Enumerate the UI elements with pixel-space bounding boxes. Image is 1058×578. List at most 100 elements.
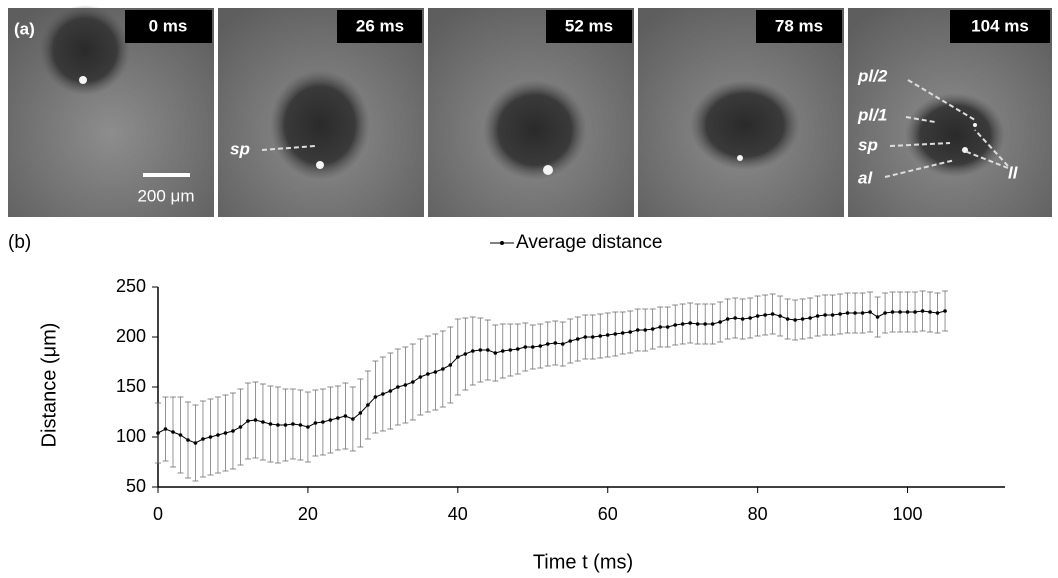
point: [523, 345, 528, 349]
point: [703, 322, 707, 326]
point: [418, 375, 423, 379]
y-axis-label: Distance (μm): [38, 323, 60, 448]
point: [373, 395, 378, 399]
legend-marker: [500, 241, 504, 245]
leader-line: [974, 129, 1009, 167]
y-tick-label: 250: [116, 276, 146, 296]
point: [845, 311, 850, 315]
x-tick-label: 80: [748, 504, 768, 524]
point: [920, 309, 925, 313]
point: [411, 380, 415, 384]
point: [193, 441, 198, 445]
point: [643, 328, 648, 332]
point: [463, 352, 468, 356]
point: [665, 325, 670, 329]
point: [268, 422, 273, 426]
point: [178, 433, 183, 437]
point: [658, 325, 663, 329]
frame-time: 104 ms: [971, 16, 1029, 35]
point: [343, 414, 348, 418]
point: [306, 425, 310, 429]
point: [613, 332, 618, 336]
point: [253, 418, 258, 422]
point: [935, 311, 940, 315]
annotation: pl/2: [857, 66, 888, 85]
point: [321, 420, 325, 424]
scale-bar-label: 200 μm: [137, 186, 194, 205]
point: [426, 372, 430, 376]
point: [500, 349, 505, 353]
annotation: al: [858, 168, 873, 187]
point: [156, 431, 160, 435]
frame-time: 26 ms: [356, 16, 404, 35]
point: [515, 347, 520, 351]
point: [171, 430, 175, 434]
point: [763, 313, 767, 317]
point: [575, 337, 580, 341]
point: [748, 316, 752, 320]
point: [943, 309, 947, 313]
x-tick-label: 20: [298, 504, 318, 524]
point: [560, 342, 565, 346]
point: [770, 312, 775, 316]
point: [890, 310, 895, 314]
frame-time: 0 ms: [149, 16, 188, 35]
point: [635, 328, 640, 332]
point: [223, 431, 228, 435]
leader-line: [907, 79, 976, 121]
point: [695, 322, 700, 326]
point: [583, 335, 588, 339]
frame-time: 52 ms: [565, 16, 613, 35]
y-tick-label: 100: [116, 426, 146, 446]
x-tick-label: 0: [153, 504, 163, 524]
point: [875, 315, 880, 319]
point: [486, 348, 490, 352]
point: [388, 389, 393, 393]
y-tick-label: 200: [116, 326, 146, 346]
point: [808, 316, 812, 320]
point: [328, 418, 333, 422]
point: [755, 314, 760, 318]
point: [381, 392, 385, 396]
point: [718, 320, 722, 324]
point: [913, 310, 917, 314]
point: [680, 322, 685, 326]
time-box: [756, 10, 842, 43]
specimen: [270, 70, 370, 180]
point: [568, 339, 573, 343]
point: [725, 317, 730, 321]
point: [313, 421, 318, 425]
specimen: [483, 80, 587, 180]
point: [246, 419, 250, 423]
time-box: [546, 10, 632, 43]
y-tick-label: 50: [126, 476, 146, 496]
time-box: [950, 10, 1050, 43]
point: [538, 344, 543, 348]
point: [298, 423, 303, 427]
point: [238, 425, 243, 429]
panel-label: (b): [8, 232, 31, 253]
leader-line: [905, 116, 936, 123]
point: [620, 331, 625, 335]
point: [800, 317, 805, 321]
point: [590, 335, 595, 339]
point: [785, 317, 790, 321]
point: [553, 341, 558, 345]
point: [478, 348, 483, 352]
point: [336, 416, 340, 420]
x-tick-label: 40: [448, 504, 468, 524]
point: [898, 310, 902, 314]
point: [853, 311, 857, 315]
point: [838, 312, 842, 316]
point: [471, 349, 475, 353]
leader-line: [884, 159, 956, 178]
point: [186, 438, 190, 442]
frame-time: 78 ms: [775, 16, 823, 35]
point: [860, 311, 865, 315]
point: [508, 348, 513, 352]
point: [688, 321, 692, 325]
series-line: [157, 310, 946, 444]
point: [231, 429, 235, 433]
leader-line: [889, 142, 951, 147]
